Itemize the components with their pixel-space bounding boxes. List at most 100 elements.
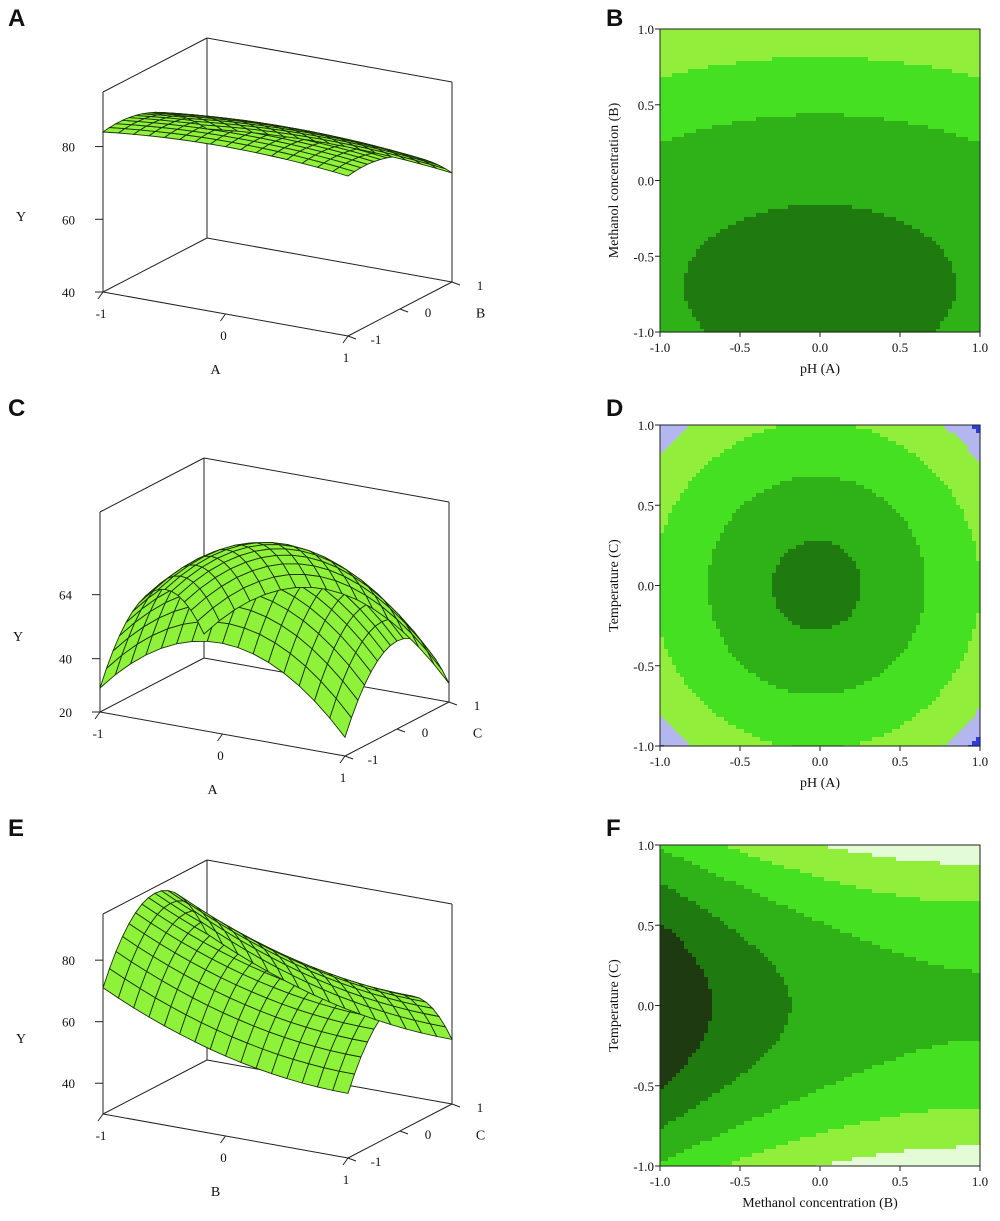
contour-cell — [724, 265, 729, 270]
contour-cell — [740, 41, 745, 46]
contour-cell — [660, 33, 665, 38]
contour-cell — [820, 117, 825, 122]
contour-cell — [812, 229, 817, 234]
contour-cell — [872, 173, 877, 178]
contour-cell — [820, 245, 825, 250]
contour-cell — [864, 85, 869, 90]
contour-cell — [820, 69, 825, 74]
contour-cell — [824, 161, 829, 166]
contour-cell — [724, 253, 729, 258]
contour-cell — [776, 257, 781, 262]
contour-cell — [768, 317, 773, 322]
contour-cell — [840, 61, 845, 66]
contour-cell — [812, 169, 817, 174]
contour-cell — [700, 81, 705, 86]
contour-cell — [716, 189, 721, 194]
contour-cell — [732, 249, 737, 254]
contour-cell — [768, 233, 773, 238]
contour-cell — [668, 209, 673, 214]
contour-cell — [832, 105, 837, 110]
contour-cell — [844, 77, 849, 82]
contour-cell — [720, 105, 725, 110]
contour-cell — [760, 121, 765, 126]
contour-cell — [728, 177, 733, 182]
contour-cell — [820, 105, 825, 110]
contour-cell — [720, 41, 725, 46]
contour-cell — [848, 305, 853, 310]
contour-cell — [808, 269, 813, 274]
contour-cell — [700, 153, 705, 158]
contour-cell — [784, 29, 789, 34]
contour-cell — [672, 313, 677, 318]
contour-cell — [764, 257, 769, 262]
contour-cell — [760, 101, 765, 106]
contour-cell — [700, 273, 705, 278]
contour-cell — [752, 33, 757, 38]
contour-cell — [804, 105, 809, 110]
contour-cell — [688, 249, 693, 254]
contour-cell — [776, 281, 781, 286]
contour-cell — [744, 89, 749, 94]
contour-cell — [844, 209, 849, 214]
contour-cell — [688, 197, 693, 202]
contour-cell — [764, 325, 769, 330]
contour-cell — [668, 317, 673, 322]
contour-cell — [832, 313, 837, 318]
contour-cell — [748, 309, 753, 314]
contour-cell — [812, 221, 817, 226]
contour-cell — [808, 265, 813, 270]
contour-cell — [872, 29, 877, 34]
contour-cell — [744, 229, 749, 234]
contour-cell — [680, 57, 685, 62]
contour-cell — [704, 261, 709, 266]
contour-cell — [768, 201, 773, 206]
contour-cell — [788, 309, 793, 314]
contour-cell — [776, 101, 781, 106]
contour-cell — [720, 213, 725, 218]
contour-cell — [780, 89, 785, 94]
contour-cell — [720, 33, 725, 38]
contour-cell — [728, 117, 733, 122]
contour-cell — [700, 257, 705, 262]
contour-cell — [784, 133, 789, 138]
contour-cell — [756, 281, 761, 286]
contour-cell — [804, 253, 809, 258]
contour-cell — [716, 261, 721, 266]
contour-cell — [860, 197, 865, 202]
contour-cell — [852, 161, 857, 166]
contour-cell — [672, 129, 677, 134]
contour-cell — [724, 173, 729, 178]
contour-cell — [860, 165, 865, 170]
contour-cell — [764, 177, 769, 182]
contour-cell — [780, 213, 785, 218]
contour-cell — [708, 301, 713, 306]
contour-cell — [804, 233, 809, 238]
contour-cell — [800, 81, 805, 86]
contour-cell — [852, 233, 857, 238]
contour-cell — [788, 245, 793, 250]
contour-cell — [840, 41, 845, 46]
contour-cell — [692, 257, 697, 262]
contour-cell — [776, 89, 781, 94]
contour-cell — [756, 217, 761, 222]
contour-cell — [688, 125, 693, 130]
contour-cell — [748, 277, 753, 282]
contour-cell — [852, 257, 857, 262]
contour-cell — [684, 313, 689, 318]
contour-cell — [744, 185, 749, 190]
contour-cell — [756, 109, 761, 114]
contour-cell — [788, 85, 793, 90]
contour-cell — [744, 145, 749, 150]
contour-cell — [808, 165, 813, 170]
contour-cell — [832, 137, 837, 142]
contour-cell — [848, 265, 853, 270]
contour-cell — [732, 325, 737, 330]
contour-cell — [752, 197, 757, 202]
contour-cell — [828, 273, 833, 278]
contour-cell — [672, 29, 677, 34]
contour-cell — [708, 169, 713, 174]
contour-cell — [676, 257, 681, 262]
contour-cell — [760, 145, 765, 150]
contour-cell — [832, 169, 837, 174]
contour-cell — [688, 137, 693, 142]
